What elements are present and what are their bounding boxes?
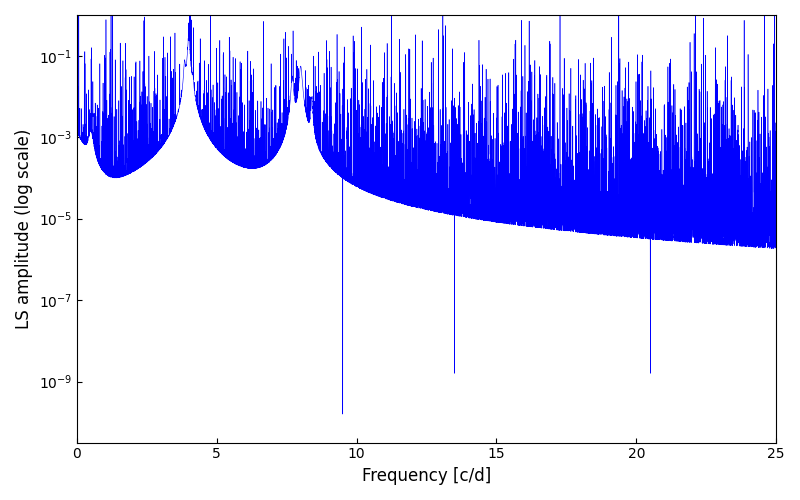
- X-axis label: Frequency [c/d]: Frequency [c/d]: [362, 467, 491, 485]
- Y-axis label: LS amplitude (log scale): LS amplitude (log scale): [15, 128, 33, 329]
